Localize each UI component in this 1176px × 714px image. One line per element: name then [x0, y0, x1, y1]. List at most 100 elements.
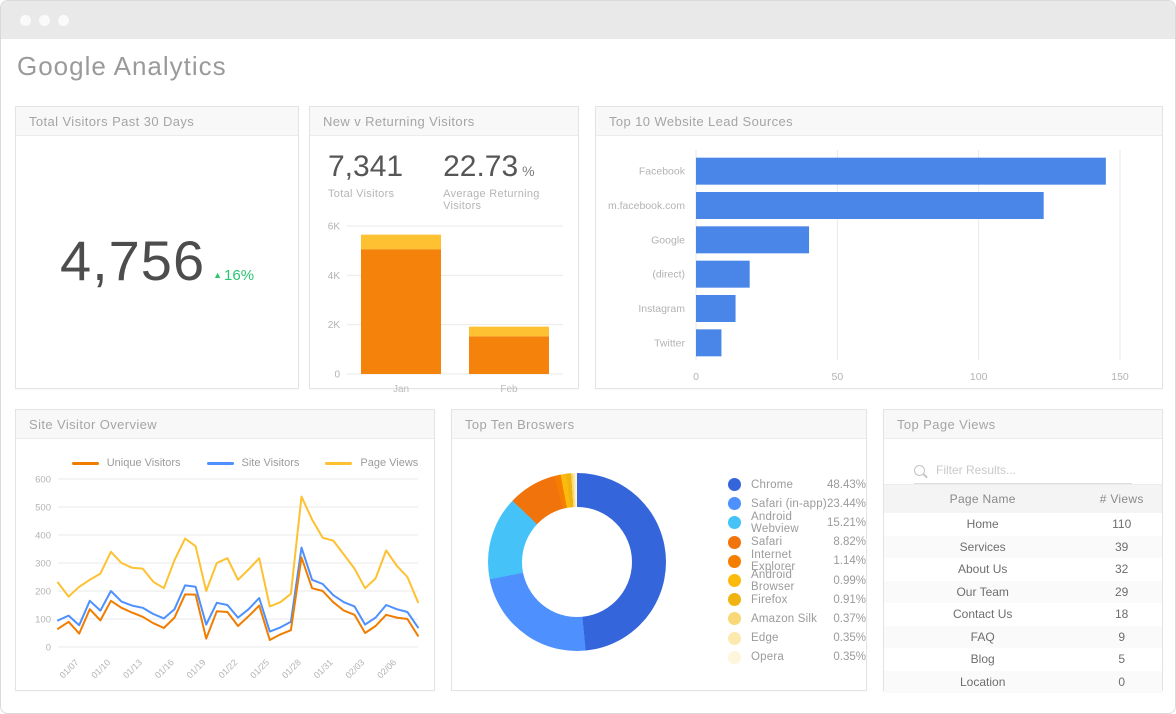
legend-dot	[728, 650, 741, 664]
legend-percent: 0.99%	[833, 574, 866, 587]
stat-label: Average Returning Visitors	[443, 188, 540, 212]
legend-item-site-visitors[interactable]: Site Visitors	[206, 457, 299, 469]
views-cell: 18	[1115, 607, 1129, 622]
legend-item-amazon-silk[interactable]: Amazon Silk 0.37%	[728, 609, 866, 628]
delta-badge: ▲ 16%	[213, 267, 254, 284]
legend-label: Android Webview	[751, 510, 799, 535]
page-name-cell: Our Team	[956, 584, 1009, 599]
legend-item-internet-explorer[interactable]: Internet Explorer 1.14%	[728, 549, 866, 573]
legend-percent: 8.82%	[833, 536, 866, 549]
x-axis-label: 01/22	[216, 657, 239, 680]
card-total-visitors: Total Visitors Past 30 Days 4,756 ▲ 16%	[15, 106, 299, 389]
x-axis-label: 02/03	[343, 657, 366, 680]
legend-item-page-views[interactable]: Page Views	[325, 457, 418, 469]
page-name-cell: Contact Us	[953, 607, 1013, 622]
window-dot-icon[interactable]	[58, 14, 69, 26]
y-axis-label: 6K	[328, 222, 341, 233]
legend-swatch	[206, 461, 234, 465]
page-name-cell: Location	[960, 674, 1006, 689]
category-label: Instagram	[638, 303, 685, 315]
bar-returning-feb	[469, 326, 549, 337]
card-header: Top Ten Broswers	[452, 410, 866, 439]
stat-value: 7,341	[328, 150, 404, 183]
x-axis-label: 01/13	[121, 657, 144, 680]
column-header-views: # Views	[1081, 485, 1162, 513]
window-titlebar	[1, 1, 1175, 39]
column-header-page-name: Page Name	[884, 485, 1082, 513]
card-top-page-views: Top Page Views Page Name# Views Home 110 S…	[883, 409, 1163, 693]
legend-dot	[728, 478, 741, 492]
legend-label: Firefox	[751, 593, 788, 606]
legend-item-unique-visitors[interactable]: Unique Visitors	[71, 457, 181, 469]
card-header: Top Page Views	[884, 410, 1162, 439]
legend-item-firefox[interactable]: Firefox 0.91%	[728, 590, 866, 609]
legend-dot	[728, 497, 741, 511]
bar-twitter	[696, 329, 722, 357]
card-title: Top 10 Website Lead Sources	[609, 113, 794, 129]
page-title: Google Analytics	[17, 51, 227, 81]
filter-box	[884, 439, 1162, 485]
views-cell: 32	[1115, 562, 1129, 577]
x-axis-label: 100	[970, 371, 988, 383]
x-axis-label: 02/06	[375, 657, 398, 680]
views-cell: 0	[1118, 674, 1126, 689]
stat-total-visitors: 7,341 Total Visitors	[328, 150, 403, 212]
table-row: About Us 32	[884, 558, 1162, 581]
table-row: FAQ 9	[884, 625, 1162, 648]
legend-item-safari[interactable]: Safari 8.82%	[728, 533, 866, 552]
legend-item-opera[interactable]: Opera 0.35%	[728, 648, 866, 667]
bar-m-facebook-com	[696, 192, 1044, 219]
legend-item-safari-in-app[interactable]: Safari (in-app) 23.44%	[728, 494, 866, 513]
x-axis-label: 01/10	[89, 657, 112, 680]
legend-label: Android Browser	[751, 568, 795, 593]
bar-new-feb	[469, 336, 549, 374]
y-axis-label: 400	[35, 531, 51, 542]
category-label: Twitter	[654, 337, 685, 349]
legend-label: Opera	[751, 651, 784, 664]
window-dot-icon[interactable]	[20, 14, 31, 26]
y-axis-label: 500	[35, 503, 51, 514]
line-unique-visitors	[57, 556, 419, 641]
category-label: (direct)	[652, 269, 685, 281]
legend-percent: 23.44%	[826, 497, 866, 510]
line-chart: 0 100 200 300 400 500 600 01/07 01/10 01/13 01/16 0…	[35, 475, 419, 680]
views-cell: 9	[1118, 629, 1126, 644]
page-name-cell: FAQ	[970, 629, 995, 644]
legend-item-android-webview[interactable]: Android Webview 15.21%	[728, 510, 866, 535]
legend-label: Edge	[751, 632, 779, 645]
legend-dot	[728, 535, 741, 549]
bar-google	[696, 226, 810, 254]
legend-dot	[728, 631, 741, 645]
filter-input[interactable]	[934, 462, 1132, 478]
x-axis-label: Jan	[393, 384, 409, 395]
views-cell: 39	[1115, 539, 1129, 554]
legend-swatch	[71, 461, 99, 465]
bar-instagram	[696, 295, 736, 322]
legend-label: Page Views	[360, 457, 419, 469]
y-axis-label: 0	[46, 643, 51, 654]
card-site-visitor-overview: Site Visitor Overview Unique Visitors Sit…	[15, 409, 435, 691]
up-arrow-icon: ▲	[213, 270, 223, 280]
page-views-table: Page Name # Views Home 110 Services 39 About …	[884, 485, 1162, 693]
legend-percent: 0.91%	[833, 593, 866, 606]
legend-item-chrome[interactable]: Chrome 48.43%	[728, 475, 866, 494]
window-dot-icon[interactable]	[39, 14, 50, 26]
legend-percent: 0.35%	[833, 632, 866, 645]
card-top-browsers: Top Ten Broswers Chrome 48.43% Safari (in-…	[451, 409, 867, 691]
views-cell: 5	[1118, 652, 1126, 667]
donut-chart	[488, 473, 666, 651]
stat-suffix: %	[522, 163, 535, 179]
line-site-visitors	[57, 546, 419, 633]
stacked-bar-chart: 0 2K 4K 6K Jan Feb	[328, 222, 563, 395]
bar-new-jan	[361, 249, 441, 374]
card-header: New v Returning Visitors	[310, 107, 578, 136]
legend-item-android-browser[interactable]: Android Browser 0.99%	[728, 568, 866, 593]
legend-dot	[728, 593, 741, 607]
x-axis-label: 150	[1111, 371, 1129, 383]
legend-item-edge[interactable]: Edge 0.35%	[728, 629, 866, 648]
category-label: Facebook	[639, 166, 686, 178]
legend-percent: 1.14%	[833, 555, 866, 568]
card-new-v-returning: New v Returning Visitors 7,341 Total Vis…	[309, 106, 579, 395]
stats-row: 7,341 Total Visitors 22.73% Average Retu…	[310, 136, 578, 212]
